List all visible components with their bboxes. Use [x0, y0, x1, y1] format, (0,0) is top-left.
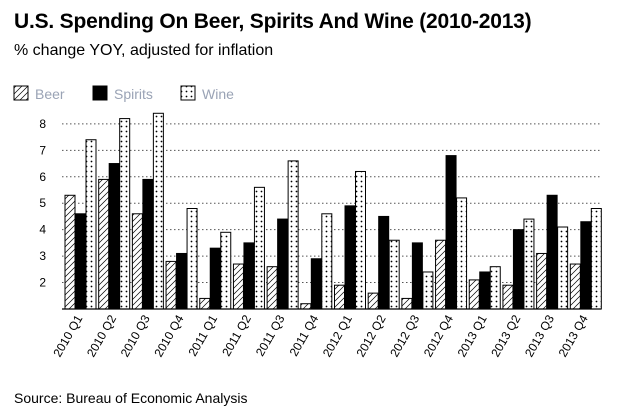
bar-spirits	[546, 194, 558, 310]
x-tick-label: 2012 Q3	[387, 312, 422, 359]
bar-spirits	[445, 155, 457, 310]
bar-wine	[253, 186, 265, 310]
y-tick-label: 5	[39, 196, 46, 210]
bar-beer	[131, 213, 143, 310]
bar-spirits	[209, 247, 221, 310]
bar-spirits	[344, 205, 356, 310]
bar-wine	[590, 208, 602, 310]
bar-wine	[422, 271, 434, 310]
bar-wine	[152, 112, 164, 310]
bar-spirits	[75, 213, 86, 310]
chart-title: U.S. Spending On Beer, Spirits And Wine …	[14, 10, 532, 33]
bar-spirits	[108, 163, 120, 310]
bar-beer	[165, 260, 177, 310]
bar-spirits	[277, 218, 289, 310]
y-tick-label: 3	[39, 249, 46, 263]
bar-spirits	[176, 252, 188, 310]
bar-wine	[489, 266, 501, 310]
bar-beer	[199, 297, 211, 310]
y-tick-label: 8	[39, 117, 46, 131]
x-tick-label: 2011 Q3	[253, 312, 288, 358]
bar-wine	[321, 213, 333, 310]
bar-wine	[557, 226, 569, 310]
x-tick-label: 2010 Q1	[50, 312, 85, 359]
bar-wine	[220, 231, 232, 310]
bar-spirits	[580, 221, 592, 310]
x-tick-label: 2013 Q1	[455, 312, 490, 359]
bar-wine	[287, 160, 299, 310]
bar-beer	[64, 194, 76, 310]
x-tick-label: 2010 Q3	[118, 312, 153, 359]
bar-beer	[334, 284, 345, 310]
x-tick-label: 2012 Q1	[320, 312, 355, 359]
bar-spirits	[378, 215, 390, 310]
bar-wine	[85, 139, 97, 310]
bar-wine	[523, 218, 535, 310]
bar-beer	[401, 297, 413, 310]
x-tick-label: 2010 Q2	[84, 312, 119, 359]
legend-swatch-spirits	[92, 85, 108, 101]
bar-spirits	[243, 242, 255, 310]
bar-beer	[569, 263, 581, 310]
bars	[64, 112, 602, 310]
bar-spirits	[142, 178, 154, 310]
bar-beer	[502, 284, 514, 310]
legend-label-spirits: Spirits	[114, 86, 153, 102]
bar-spirits	[310, 258, 322, 310]
bar-spirits	[512, 229, 524, 310]
bar-beer	[536, 252, 548, 310]
x-tick-label: 2013 Q2	[488, 312, 523, 359]
legend: Beer Spirits Wine	[13, 85, 234, 102]
legend-label-beer: Beer	[35, 86, 65, 102]
bar-spirits	[479, 271, 491, 310]
source-note: Source: Bureau of Economic Analysis	[14, 390, 248, 406]
x-tick-label: 2010 Q4	[151, 312, 186, 359]
x-tick-label: 2012 Q4	[421, 312, 456, 359]
bar-wine	[186, 208, 198, 310]
bar-wine	[355, 170, 366, 310]
y-tick-label: 4	[39, 223, 46, 237]
legend-label-wine: Wine	[202, 86, 234, 102]
x-tick-label: 2013 Q3	[522, 312, 557, 359]
legend-swatch-wine	[180, 85, 196, 101]
bar-beer	[435, 239, 447, 310]
chart-subtitle: % change YOY, adjusted for inflation	[14, 42, 274, 59]
x-tick-label: 2013 Q4	[556, 312, 591, 359]
bar-beer	[468, 279, 480, 310]
bar-beer	[232, 263, 244, 310]
bar-beer	[300, 303, 312, 310]
bar-wine	[388, 239, 400, 310]
x-tick-label: 2011 Q4	[287, 312, 322, 358]
bar-beer	[98, 178, 110, 310]
bar-beer	[367, 292, 379, 310]
y-tick-label: 6	[39, 170, 46, 184]
y-tick-label: 7	[39, 143, 46, 157]
bar-wine	[119, 118, 131, 310]
legend-swatch-beer	[13, 85, 29, 101]
bar-wine	[456, 197, 468, 310]
bar-beer	[266, 266, 278, 310]
x-tick-label: 2011 Q1	[185, 312, 220, 358]
y-tick-label: 2	[39, 276, 46, 290]
bar-spirits	[411, 242, 423, 310]
x-tick-label: 2011 Q2	[219, 312, 254, 358]
x-tick-label: 2012 Q2	[353, 312, 388, 359]
